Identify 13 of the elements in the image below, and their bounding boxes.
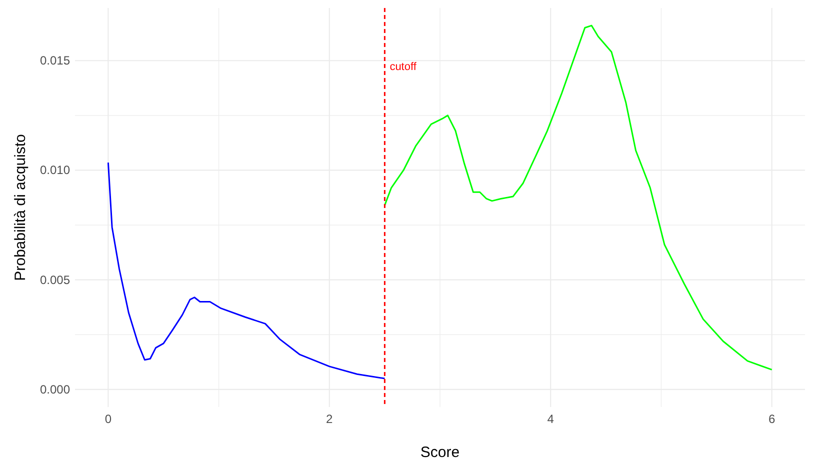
line-series: [107, 162, 386, 380]
y-tick-label: 0.005: [40, 272, 70, 287]
y-axis-title: Probabilità di acquisto: [12, 134, 29, 281]
x-tick-label: 2: [326, 412, 334, 426]
y-tick-label: 0.000: [40, 382, 70, 396]
y-tick-label: 0.015: [40, 54, 70, 68]
x-tick-label: 0: [104, 412, 112, 426]
y-tick-label: 0.010: [40, 163, 70, 178]
x-tick-label: 6: [768, 412, 776, 426]
line-series: [384, 24, 773, 370]
x-axis-title: Score: [420, 444, 460, 461]
x-tick-label: 4: [547, 412, 554, 426]
ref-line-label: cutoff: [390, 61, 418, 73]
